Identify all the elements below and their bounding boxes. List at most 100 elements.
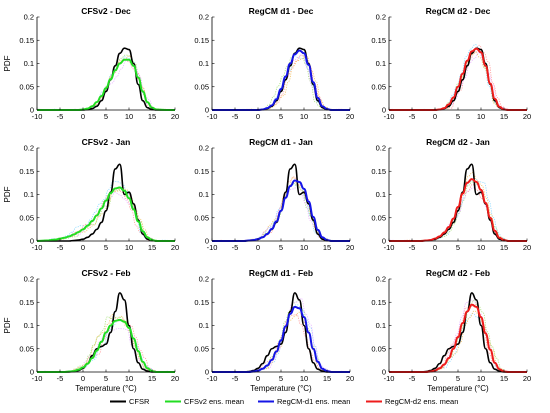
x-tick-label: 0: [256, 374, 260, 383]
y-tick-label: 0: [382, 106, 386, 115]
y-tick-label: 0.1: [199, 321, 209, 330]
y-tick-label: 0.15: [194, 298, 209, 307]
y-tick-label: 0.15: [194, 167, 209, 176]
y-tick-label: 0: [205, 106, 209, 115]
y-tick-label: 0: [205, 368, 209, 377]
x-tick-label: 10: [125, 112, 133, 121]
cfsr-line: [389, 47, 527, 111]
y-tick-label: 0.2: [199, 13, 209, 22]
panel-regcm-d1-jan: RegCM d1 - Jan 0 0.05 0.1 0.15 0.2 -10 -5 0 5 10 15…: [194, 137, 354, 252]
x-tick-label: 15: [148, 112, 156, 121]
x-tick-label: 5: [456, 374, 460, 383]
x-tick-label: 0: [433, 243, 437, 252]
y-tick-label: 0.05: [194, 213, 209, 222]
model-ens-mean-line: [389, 47, 527, 111]
x-tick-label: 10: [477, 374, 485, 383]
ensemble-member-line: [389, 181, 519, 242]
y-tick-label: 0.15: [371, 167, 386, 176]
y-tick-label: 0: [30, 237, 34, 246]
panel-regcm-d2-jan: RegCM d2 - Jan 0 0.05 0.1 0.15 0.2 -10 -5 0 5 10 15…: [371, 137, 531, 252]
x-tick-label: 15: [500, 112, 508, 121]
x-tick-label: 0: [256, 112, 260, 121]
y-tick-label: 0.2: [199, 144, 209, 153]
x-tick-label: -5: [57, 243, 64, 252]
panel-title: CFSv2 - Dec: [81, 6, 131, 16]
x-tick-label: 20: [523, 112, 531, 121]
model-ens-mean-line: [37, 58, 175, 111]
y-tick-label: 0.15: [194, 36, 209, 45]
y-tick-label: 0.05: [371, 344, 386, 353]
x-tick-label: 10: [300, 243, 308, 252]
legend-label: RegCM-d2 ens. mean: [385, 397, 458, 406]
panel-title: RegCM d2 - Dec: [426, 6, 491, 16]
cfsr-line: [389, 163, 527, 242]
y-tick-label: 0: [382, 237, 386, 246]
y-tick-label: 0.05: [371, 82, 386, 91]
x-tick-label: 5: [279, 374, 283, 383]
y-tick-label: 0: [30, 368, 34, 377]
x-tick-label: 0: [81, 243, 85, 252]
panel-regcm-d2-feb: RegCM d2 - Feb 0 0.05 0.1 0.15 0.2 -10 -5 0 5 10 15…: [371, 268, 531, 393]
y-tick-label: 0.2: [376, 144, 386, 153]
ensemble-member-line: [213, 304, 343, 373]
ensemble-member-line: [46, 58, 175, 111]
y-tick-label: 0.2: [376, 13, 386, 22]
panel-cfsv2-dec: CFSv2 - Dec 0 0.05 0.1 0.15 0.2 -10 -5 0 5 10 15 20 P…: [3, 6, 179, 121]
y-tick-label: 0.05: [19, 82, 34, 91]
x-tick-label: -10: [384, 112, 395, 121]
y-tick-label: 0.1: [199, 59, 209, 68]
x-tick-label: 10: [300, 374, 308, 383]
ensemble-member-line: [43, 313, 173, 373]
y-tick-label: 0.1: [24, 59, 34, 68]
panel-cfsv2-jan: CFSv2 - Jan 0 0.05 0.1 0.15 0.2 -10 -5 0 5 10 15 20 P…: [3, 137, 179, 252]
x-tick-label: 15: [148, 374, 156, 383]
ensemble-member-line: [389, 183, 519, 242]
y-tick-label: 0.05: [19, 344, 34, 353]
legend-label: RegCM-d1 ens. mean: [277, 397, 350, 406]
x-tick-label: 0: [81, 112, 85, 121]
ensemble-member-line: [220, 176, 350, 242]
cfsr-line: [37, 47, 175, 111]
y-tick-label: 0.2: [199, 275, 209, 284]
model-ens-mean-line: [212, 305, 350, 373]
x-tick-label: 15: [323, 374, 331, 383]
ensemble-member-line: [389, 171, 519, 242]
ensemble-member-line: [390, 300, 520, 373]
legend: CFSR CFSv2 ens. mean RegCM-d1 ens. mean Reg…: [110, 397, 458, 406]
panel-regcm-d1-feb: RegCM d1 - Feb 0 0.05 0.1 0.15 0.2 -10 -5 0 5 10 15…: [194, 268, 354, 393]
y-tick-label: 0.15: [19, 167, 34, 176]
y-tick-label: 0.1: [24, 321, 34, 330]
ensemble-member-line: [213, 297, 343, 373]
x-tick-label: 5: [456, 112, 460, 121]
y-tick-label: 0.2: [376, 275, 386, 284]
model-ens-mean-line: [212, 179, 350, 242]
panel-title: CFSv2 - Jan: [82, 137, 131, 147]
y-tick-label: 0.1: [376, 190, 386, 199]
panel-title: RegCM d2 - Feb: [426, 268, 490, 278]
ensemble-member-line: [43, 316, 172, 373]
x-tick-label: 10: [125, 374, 133, 383]
y-tick-label: 0.15: [371, 298, 386, 307]
x-tick-label: 20: [346, 374, 354, 383]
x-tick-label: 20: [346, 243, 354, 252]
panel-regcm-d2-dec: RegCM d2 - Dec 0 0.05 0.1 0.15 0.2 -10 -5 0 5 10 15…: [371, 6, 531, 121]
x-tick-label: 10: [477, 112, 485, 121]
x-tick-label: 15: [500, 374, 508, 383]
x-tick-label: -5: [409, 112, 416, 121]
x-tick-label: -10: [207, 243, 218, 252]
ensemble-member-line: [392, 178, 521, 242]
x-tick-label: -5: [57, 374, 64, 383]
panel-title: RegCM d1 - Feb: [249, 268, 313, 278]
x-tick-label: 5: [104, 374, 108, 383]
x-tick-label: 5: [104, 112, 108, 121]
x-tick-label: -10: [384, 243, 395, 252]
y-tick-label: 0.1: [199, 190, 209, 199]
x-tick-label: 15: [323, 112, 331, 121]
x-tick-label: 0: [433, 112, 437, 121]
x-tick-label: -5: [57, 112, 64, 121]
y-tick-label: 0.1: [376, 59, 386, 68]
x-tick-label: 15: [500, 243, 508, 252]
x-tick-label: 10: [125, 243, 133, 252]
x-tick-label: -10: [207, 374, 218, 383]
x-tick-label: 20: [171, 374, 179, 383]
